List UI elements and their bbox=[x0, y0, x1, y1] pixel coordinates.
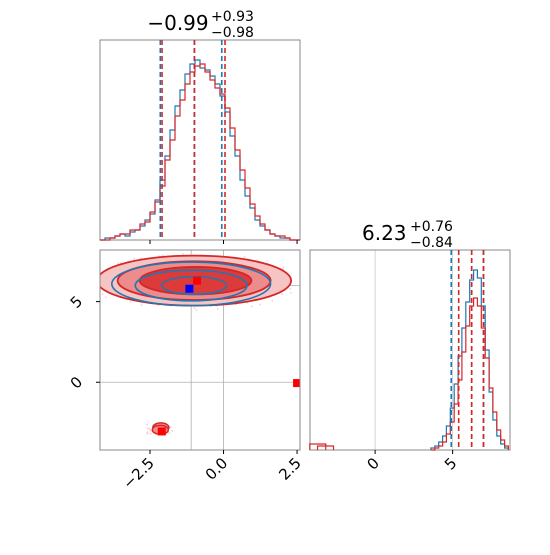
hist-param-1-frame bbox=[99, 39, 301, 241]
sample-point bbox=[282, 267, 285, 270]
sample-point-outlier bbox=[146, 432, 149, 435]
hist-param-1-title: −0.99 bbox=[147, 11, 208, 35]
hist-param-2-xtick-1-label: 5 bbox=[441, 454, 460, 473]
hist-param-2-frame bbox=[309, 249, 511, 451]
sample-point-outlier bbox=[146, 427, 149, 430]
contour-ytick-1-label: 0 bbox=[67, 373, 86, 392]
sample-point bbox=[193, 307, 196, 309]
sample-point bbox=[271, 299, 274, 302]
contour-xtick-0-label: −2.5 bbox=[119, 454, 157, 492]
hist-param-2-title-main: 6.23 bbox=[362, 221, 407, 245]
sample-point bbox=[162, 254, 164, 257]
contour-panel: 5 0 −2.5 0.0 2.5 bbox=[67, 249, 305, 493]
sample-point bbox=[289, 292, 292, 294]
sample-point bbox=[258, 303, 261, 306]
sample-point-outlier bbox=[171, 430, 174, 432]
sample-point bbox=[182, 253, 185, 255]
contour-ytick-0-label: 5 bbox=[67, 292, 86, 311]
contour-xtick-1-label: 0.0 bbox=[202, 454, 232, 484]
sample-point bbox=[216, 308, 219, 311]
sample-point bbox=[90, 275, 92, 277]
point-marker-3 bbox=[157, 427, 166, 436]
sample-point bbox=[289, 287, 292, 290]
hist-param-2-red-tail-1 bbox=[316, 445, 335, 450]
sample-point bbox=[93, 274, 95, 276]
point-marker-1 bbox=[193, 276, 202, 285]
sample-point-outlier bbox=[169, 426, 172, 429]
contour-xtick-2-label: 2.5 bbox=[275, 454, 305, 484]
contour-frame bbox=[99, 249, 301, 451]
point-marker-2 bbox=[293, 379, 300, 388]
hist-param-2-title-sup: +0.76 bbox=[410, 219, 453, 235]
hist-param-1-blue-series bbox=[100, 59, 300, 241]
point-marker-0 bbox=[185, 284, 194, 293]
hist-param-1-red-series bbox=[100, 63, 300, 241]
sample-point-outlier bbox=[149, 432, 152, 435]
sample-point bbox=[96, 288, 98, 290]
sample-point bbox=[250, 305, 253, 308]
hist-param-2-xtick-0-label: 0 bbox=[363, 454, 382, 473]
hist-param-1-panel bbox=[99, 39, 301, 244]
sample-point bbox=[195, 309, 198, 312]
hist-param-2-red-tail-0 bbox=[309, 443, 327, 450]
hist-param-1-title-sup: +0.93 bbox=[211, 9, 254, 25]
sample-point-outlier bbox=[168, 432, 171, 434]
sample-point bbox=[140, 304, 143, 307]
sample-point bbox=[281, 293, 284, 296]
blue-contour-level-2 bbox=[160, 275, 228, 296]
sample-point-outlier bbox=[146, 423, 149, 426]
blue-contour-level-1 bbox=[134, 269, 248, 302]
sample-point-outlier bbox=[149, 429, 152, 432]
sample-point bbox=[243, 256, 246, 258]
sample-point bbox=[133, 257, 136, 260]
hist-param-2-title-sub: −0.84 bbox=[410, 235, 453, 251]
sample-point bbox=[101, 293, 104, 295]
sample-point bbox=[104, 296, 107, 299]
blue-contour-level-0 bbox=[110, 261, 272, 307]
sample-point bbox=[282, 265, 285, 268]
title-main: −0.99 bbox=[147, 11, 208, 35]
hist-param-1-title-sub: −0.98 bbox=[211, 25, 254, 41]
sample-point bbox=[129, 301, 132, 304]
sample-point bbox=[92, 286, 94, 288]
sample-point-outlier bbox=[148, 428, 151, 430]
sample-point bbox=[117, 262, 119, 265]
sample-point-outlier bbox=[146, 431, 149, 434]
sample-point bbox=[92, 289, 94, 291]
sample-point bbox=[98, 275, 100, 277]
hist-param-2-red-series bbox=[430, 297, 509, 451]
contour-plot-area bbox=[90, 250, 300, 450]
